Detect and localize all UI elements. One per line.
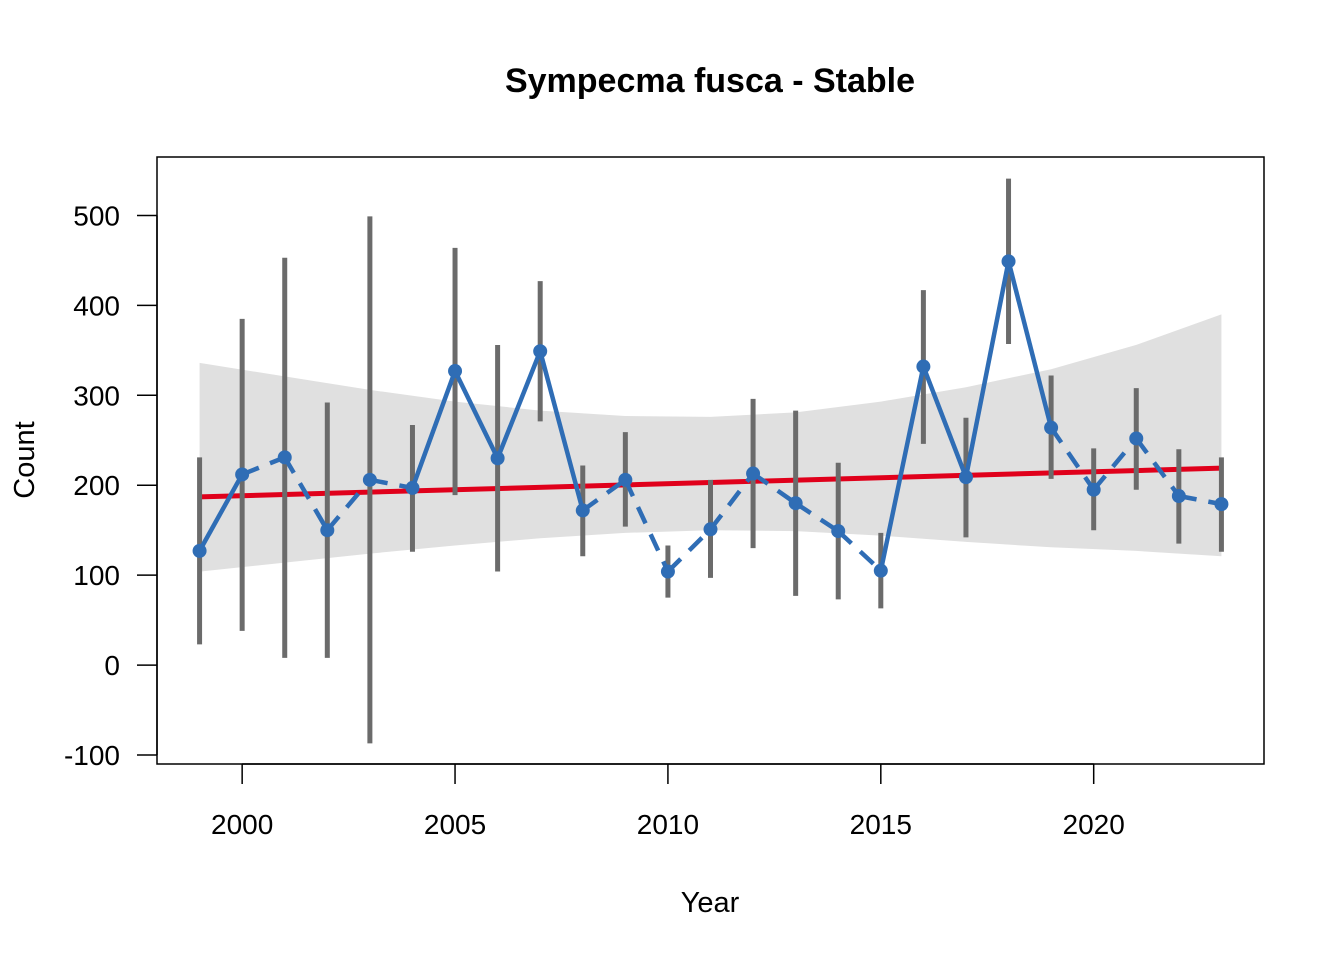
data-point-2003 [362,472,377,487]
y-tick-label-0: 0 [104,650,120,681]
series-segment-2002 [325,478,372,532]
x-axis: 2000 2005 2010 2015 2020 [211,763,1125,840]
series-segment-2018 [1006,260,1054,429]
x-tick-label-2015: 2015 [850,809,912,840]
series-segment-2000 [241,455,286,477]
data-point-2009 [618,472,633,487]
series-segment-2020 [1091,437,1139,492]
y-axis-label: Count [9,421,41,498]
series-line-layer [197,260,1222,574]
series-segment-2014 [836,529,883,573]
series-segment-1999 [197,473,245,552]
series-segment-2021 [1134,437,1181,498]
data-point-2004 [405,480,420,495]
data-point-2008 [575,503,590,518]
data-point-2016 [916,359,931,374]
data-point-2006 [490,451,505,466]
data-point-2001 [277,450,292,465]
data-point-2007 [533,344,548,359]
y-tick-label-100: 100 [73,560,120,591]
series-segment-2010 [666,527,713,574]
x-tick-label-2010: 2010 [637,809,699,840]
y-tick-label--100: -100 [64,740,120,771]
y-axis: -100 0 100 200 300 400 500 [64,200,158,771]
data-point-2020 [1086,482,1101,497]
series-segment-2011 [708,472,755,531]
series-segment-2003 [369,477,413,491]
series-segment-2009 [623,478,670,573]
x-tick-label-2005: 2005 [424,809,486,840]
data-point-2015 [873,563,888,578]
series-segment-2006 [495,350,543,460]
y-tick-label-400: 400 [73,290,120,321]
data-point-2019 [1044,420,1059,435]
data-point-2023 [1214,497,1229,512]
series-segment-2004 [410,370,458,489]
series-segment-2017 [963,260,1011,478]
series-segment-2016 [921,365,969,478]
data-point-1999 [192,543,207,558]
data-point-2013 [788,496,803,511]
data-point-2021 [1129,431,1144,446]
data-point-2002 [320,523,335,538]
series-segment-2013 [794,501,840,533]
data-point-2012 [746,466,761,481]
point-layer [192,254,1229,579]
series-segment-2022 [1178,493,1222,507]
data-point-2005 [448,364,463,379]
y-tick-label-200: 200 [73,470,120,501]
series-segment-2007 [538,350,585,511]
x-axis-label: Year [681,887,740,919]
series-segment-2012 [751,471,797,506]
chart-title: Sympecma fusca - Stable [505,62,915,100]
data-point-2017 [958,470,973,485]
series-segment-2001 [282,456,330,532]
data-point-2022 [1171,489,1186,504]
series-segment-2015 [878,366,926,572]
x-tick-label-2020: 2020 [1063,809,1125,840]
data-point-2011 [703,522,718,537]
data-point-2000 [235,467,250,482]
series-segment-2019 [1049,426,1096,491]
y-tick-label-300: 300 [73,380,120,411]
data-point-2010 [660,564,675,579]
series-segment-2005 [453,370,500,460]
data-point-2018 [1001,254,1016,269]
x-tick-label-2000: 2000 [211,809,273,840]
y-tick-label-500: 500 [73,200,120,231]
series-segment-2008 [581,478,627,513]
data-point-2014 [831,524,846,539]
